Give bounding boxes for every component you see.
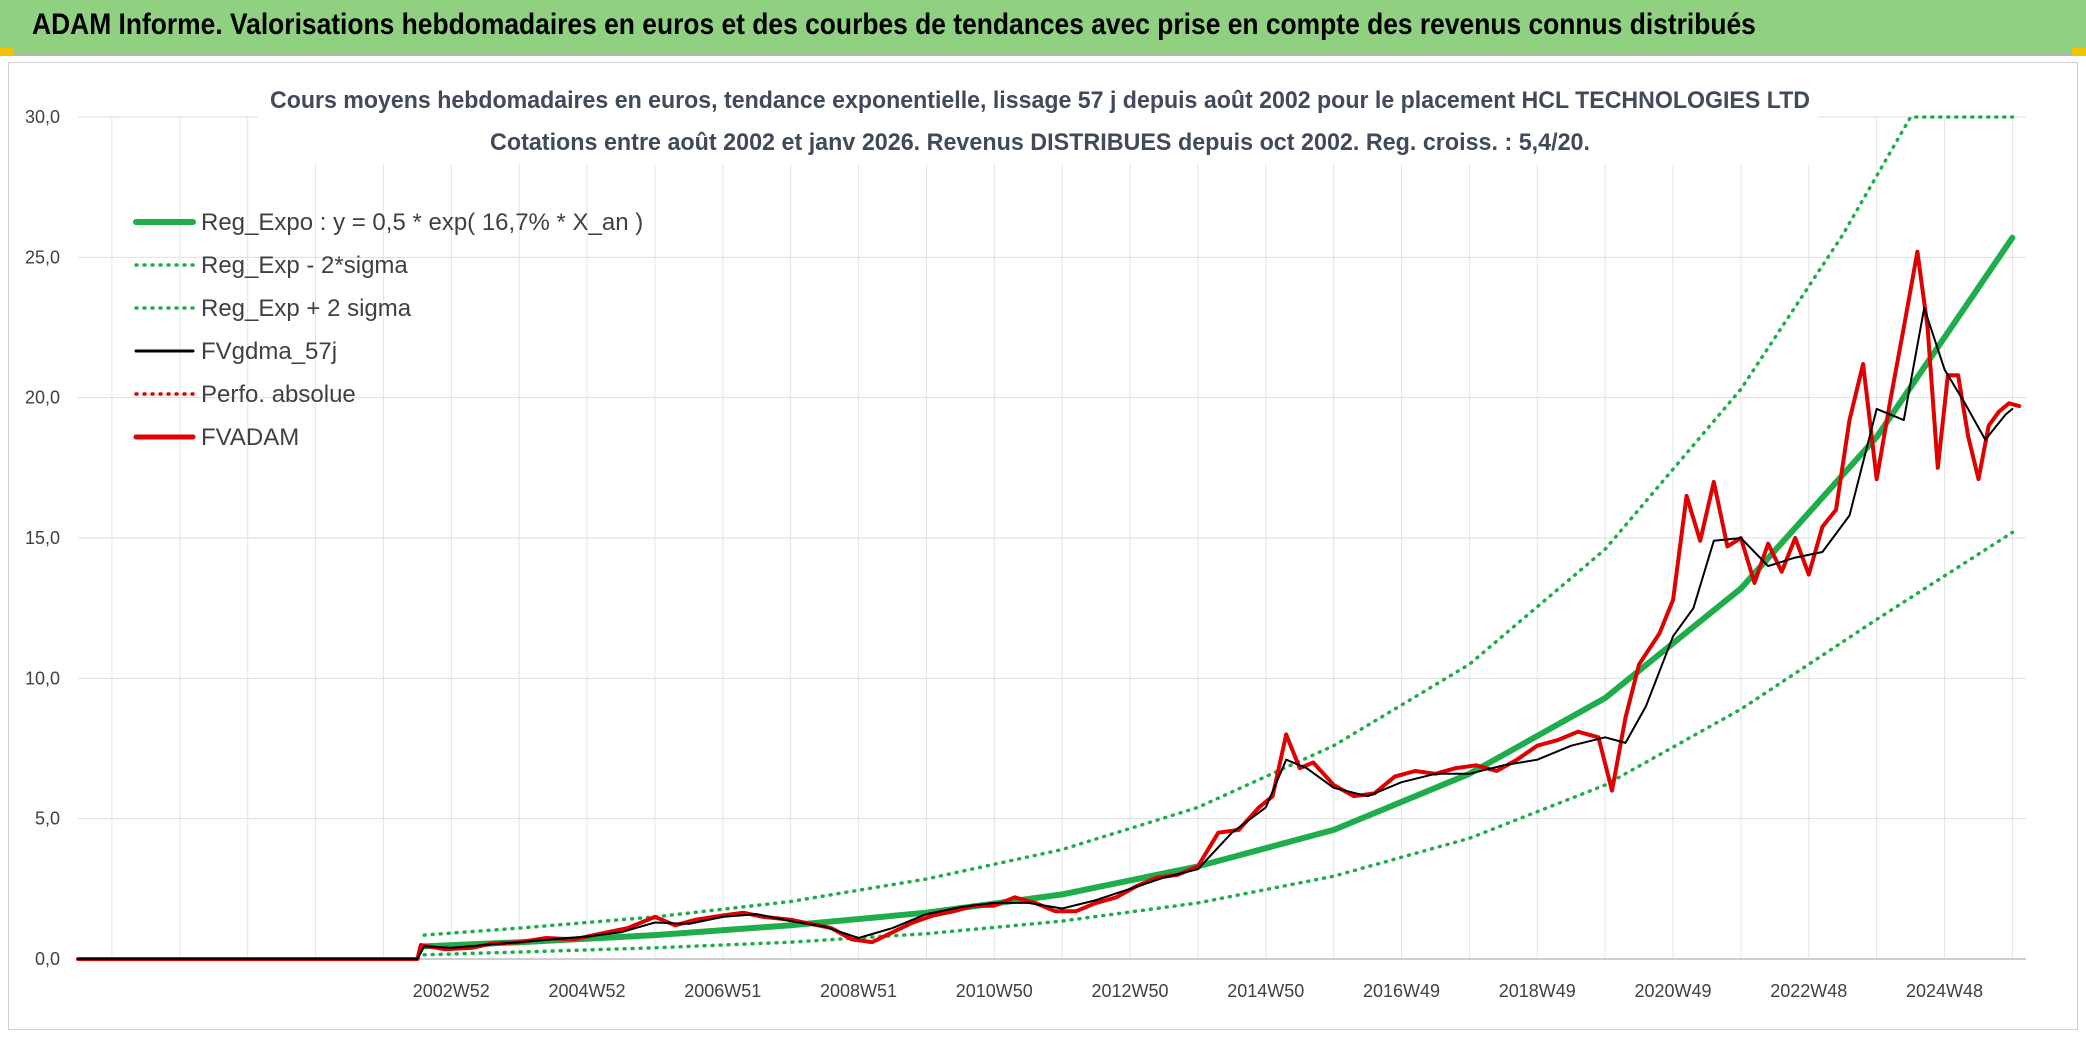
legend-label-5: FVADAM <box>201 424 299 451</box>
x-tick-label: 2020W49 <box>1635 981 1712 1001</box>
x-tick-label: 2018W49 <box>1499 981 1576 1001</box>
series-line-0 <box>421 234 2016 950</box>
legend-label-2: Reg_Exp + 2 sigma <box>201 295 412 322</box>
series-line-1 <box>422 530 2015 957</box>
title-background <box>258 88 1818 164</box>
y-tick-label: 0,0 <box>35 949 60 969</box>
y-axis: 0,0 5,0 10,0 15,0 20,0 25,0 30,0 <box>25 107 60 969</box>
legend-label-3: FVgdma_57j <box>201 338 337 365</box>
x-tick-label: 2012W50 <box>1092 981 1169 1001</box>
legend-label-0: Reg_Expo : y = 0,5 * exp( 16,7% * X_an ) <box>201 209 643 236</box>
legend-label-4: Perfo. absolue <box>201 381 356 408</box>
banner-accent-right <box>2072 48 2086 56</box>
report-title: ADAM Informe. Valorisations hebdomadaire… <box>32 8 1756 41</box>
x-tick-label: 2016W49 <box>1363 981 1440 1001</box>
x-axis: 2002W52 2004W52 2006W51 2008W51 2010W50 2012W… <box>413 981 1983 1001</box>
x-tick-label: 2010W50 <box>956 981 1033 1001</box>
x-tick-label: 2008W51 <box>820 981 897 1001</box>
series-line-2 <box>422 115 2015 937</box>
y-tick-label: 30,0 <box>25 107 60 127</box>
series-line-3 <box>77 306 2014 960</box>
y-tick-label: 20,0 <box>25 388 60 408</box>
x-tick-label: 2002W52 <box>413 981 490 1001</box>
y-tick-label: 10,0 <box>25 668 60 688</box>
x-tick-label: 2024W48 <box>1906 981 1983 1001</box>
y-tick-label: 5,0 <box>35 809 60 829</box>
chart-area <box>8 62 2078 1030</box>
x-tick-label: 2004W52 <box>549 981 626 1001</box>
x-tick-label: 2022W48 <box>1770 981 1847 1001</box>
chart-title: Cours moyens hebdomadaires en euros, ten… <box>270 87 1810 114</box>
x-tick-label: 2006W51 <box>684 981 761 1001</box>
y-tick-label: 25,0 <box>25 247 60 267</box>
legend: Reg_Expo : y = 0,5 * exp( 16,7% * X_an )… <box>133 209 643 451</box>
legend-label-1: Reg_Exp - 2*sigma <box>201 252 408 279</box>
chart-subtitle: Cotations entre août 2002 et janv 2026. … <box>490 129 1590 156</box>
x-tick-label: 2014W50 <box>1227 981 1304 1001</box>
banner-accent-left <box>0 48 14 56</box>
report-banner: ADAM Informe. Valorisations hebdomadaire… <box>0 0 2086 56</box>
y-tick-label: 15,0 <box>25 528 60 548</box>
series-layer <box>76 115 2022 961</box>
